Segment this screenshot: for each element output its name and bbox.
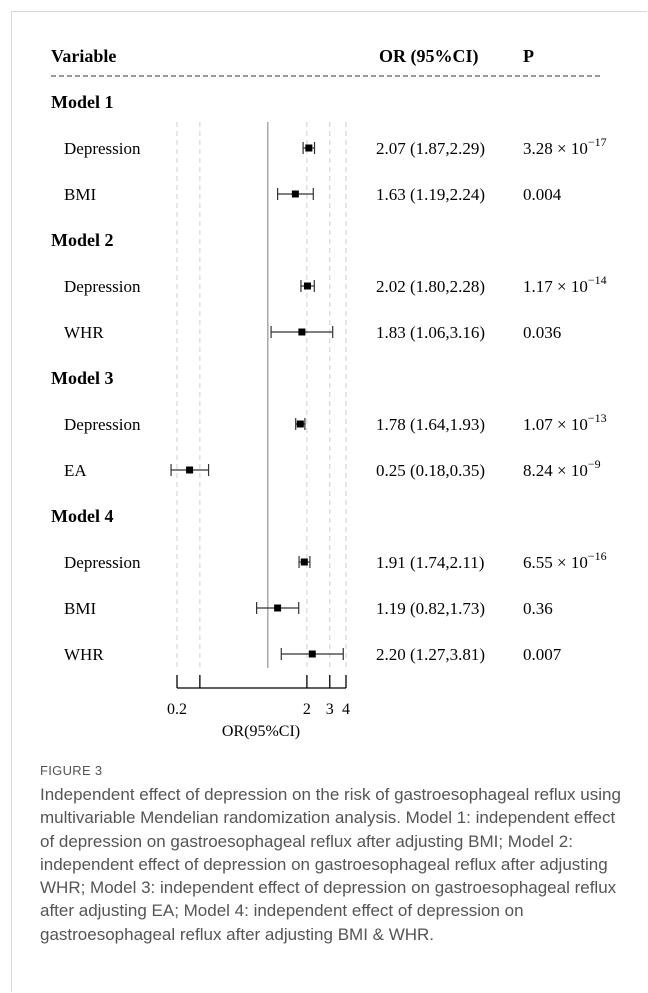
col-header-p: P [523,46,534,66]
point-estimate [308,650,316,658]
variable-label: Depression [64,415,141,434]
or-ci-text: 2.20 (1.27,3.81) [376,645,485,664]
p-value: 1.17 × 10−14 [523,273,607,296]
variable-label: WHR [64,645,104,664]
p-value: 1.07 × 10−13 [523,411,607,434]
model-heading: Model 3 [51,368,114,388]
p-value: 0.36 [523,599,553,618]
or-ci-text: 2.02 (1.80,2.28) [376,277,485,296]
p-value-base: 0.007 [523,645,562,664]
or-ci-text: 0.25 (0.18,0.35) [376,461,485,480]
p-value-base: 3.28 × 10 [523,139,588,158]
point-estimate [300,558,308,566]
x-axis-title: OR(95%CI) [222,723,300,740]
figure-label: FIGURE 3 [40,763,103,778]
p-value-exponent: −14 [588,273,607,287]
x-tick-label: 0.2 [167,701,187,718]
point-estimate [186,466,194,474]
p-value: 6.55 × 10−16 [523,549,607,572]
x-tick-label: 2 [303,701,311,718]
p-value-base: 0.004 [523,185,562,204]
variable-label: Depression [64,553,141,572]
p-value-base: 0.036 [523,323,561,342]
p-value: 3.28 × 10−17 [523,135,607,158]
p-value-exponent: −9 [588,457,601,471]
p-value: 8.24 × 10−9 [523,457,601,480]
x-tick-label: 3 [326,701,334,718]
p-value-base: 0.36 [523,599,553,618]
point-estimate [305,144,313,152]
p-value-exponent: −16 [588,549,607,563]
x-tick-label: 4 [342,701,350,718]
p-value-exponent: −13 [588,411,607,425]
p-value-base: 6.55 × 10 [523,553,588,572]
variable-label: WHR [64,323,104,342]
figure-frame [11,11,647,992]
p-value: 0.007 [523,645,562,664]
p-value: 0.004 [523,185,562,204]
point-estimate [296,420,304,428]
or-ci-text: 1.91 (1.74,2.11) [376,553,484,572]
variable-label: Depression [64,139,141,158]
variable-label: EA [64,461,87,480]
or-ci-text: 1.83 (1.06,3.16) [376,323,485,342]
p-value-base: 1.17 × 10 [523,277,588,296]
or-ci-text: 1.19 (0.82,1.73) [376,599,485,618]
or-ci-text: 1.78 (1.64,1.93) [376,415,485,434]
or-ci-text: 1.63 (1.19,2.24) [376,185,485,204]
model-heading: Model 1 [51,92,114,112]
p-value: 0.036 [523,323,561,342]
p-value-exponent: −17 [588,135,607,149]
point-estimate [274,604,282,612]
forest-plot: Variable OR (95%CI) P Model 1 Depression 2… [51,46,607,740]
figure-caption: Independent effect of depression on the … [40,785,621,944]
or-ci-text: 2.07 (1.87,2.29) [376,139,485,158]
variable-label: BMI [64,185,96,204]
col-header-or: OR (95%CI) [379,46,479,67]
variable-label: Depression [64,277,141,296]
p-value-base: 8.24 × 10 [523,461,588,480]
point-estimate [303,282,311,290]
model-heading: Model 4 [51,506,114,526]
model-heading: Model 2 [51,230,114,250]
col-header-variable: Variable [51,46,116,66]
point-estimate [291,190,299,198]
variable-label: BMI [64,599,96,618]
point-estimate [298,328,306,336]
p-value-base: 1.07 × 10 [523,415,588,434]
